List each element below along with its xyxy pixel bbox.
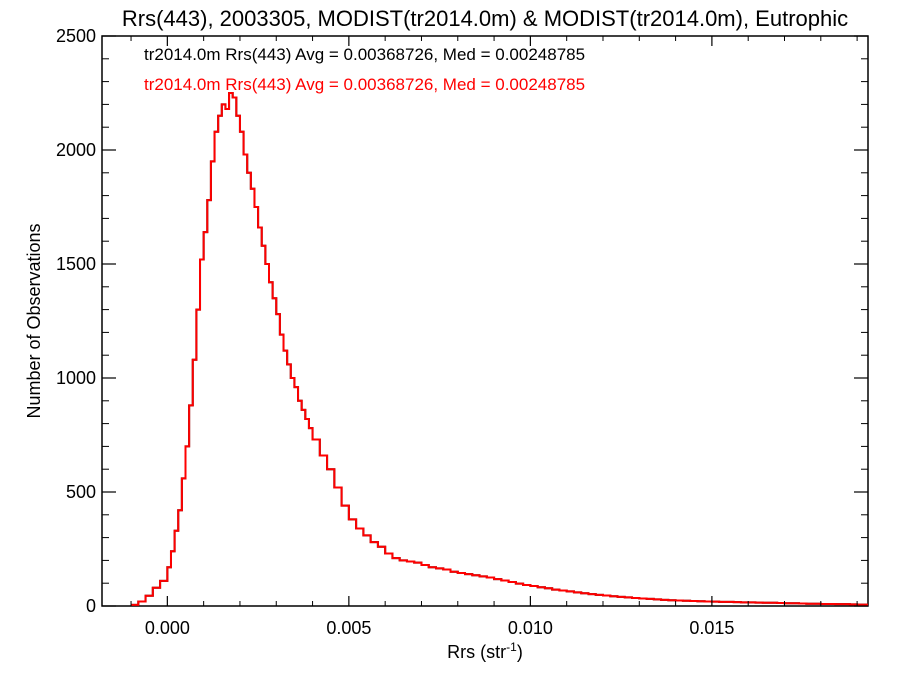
y-tick-label: 2000 — [56, 140, 96, 160]
x-tick-label: 0.015 — [689, 618, 734, 638]
x-tick-label: 0.000 — [145, 618, 190, 638]
ticks-layer: 0.000 0.005 0.010 0.015 0 500 1000 1500 2000 2500 — [56, 26, 868, 638]
series-1-line — [131, 92, 868, 606]
y-tick-label: 1500 — [56, 254, 96, 274]
x-axis-title-superscript: -1 — [506, 640, 517, 654]
x-tick-label: 0.005 — [326, 618, 371, 638]
y-tick-label: 500 — [66, 482, 96, 502]
plot-frame — [101, 35, 869, 607]
x-tick-label: 0.010 — [508, 618, 553, 638]
y-tick-label: 1000 — [56, 368, 96, 388]
series-0-line — [131, 92, 868, 606]
y-tick-label: 0 — [86, 596, 96, 616]
annotation-0: tr2014.0m Rrs(443) Avg = 0.00368726, Med… — [144, 45, 585, 64]
x-axis-title: Rrs (str-1) — [447, 640, 523, 662]
x-axis-title-close: ) — [517, 642, 523, 662]
chart-title: Rrs(443), 2003305, MODIST(tr2014.0m) & M… — [122, 6, 848, 31]
annotation-1: tr2014.0m Rrs(443) Avg = 0.00368726, Med… — [144, 75, 585, 94]
y-tick-label: 2500 — [56, 26, 96, 46]
annotation-layer: tr2014.0m Rrs(443) Avg = 0.00368726, Med… — [144, 45, 585, 94]
y-axis-title: Number of Observations — [24, 223, 44, 418]
x-axis-title-main: Rrs (str — [447, 642, 506, 662]
series-layer — [131, 92, 868, 606]
